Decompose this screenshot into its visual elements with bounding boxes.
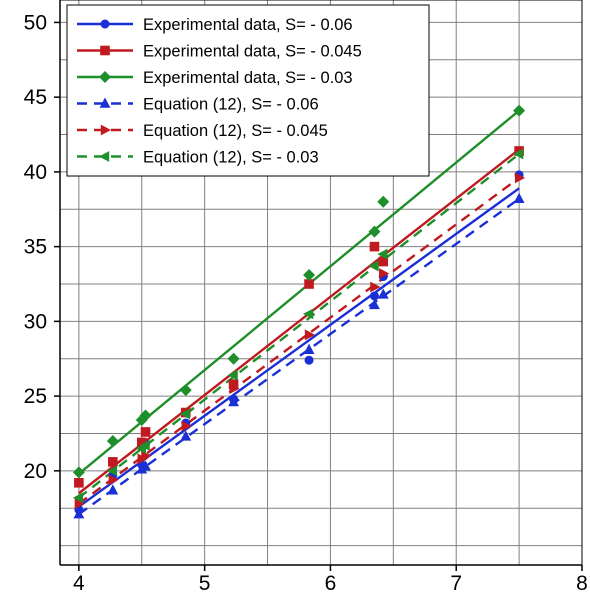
data-point-diamond [139,409,152,422]
data-point-triangle-up [107,484,119,495]
fit-line [78,109,520,475]
y-tick-label: 40 [24,161,47,184]
data-point-triangle-up [73,508,85,519]
fit-line [78,187,520,508]
data-point-triangle-left [368,260,379,272]
data-point-diamond [72,466,85,479]
y-tick-label: 20 [24,460,47,483]
data-point-square [369,241,380,252]
data-point-diamond [368,225,381,238]
data-point-diamond [513,104,526,117]
data-point-triangle-right [181,420,192,432]
data-point-triangle-up [180,430,192,441]
x-tick-label: 5 [199,572,211,595]
fit-lines [78,109,520,516]
fit-line [78,153,520,499]
data-point-triangle-left [139,440,150,451]
data-point-square [136,437,147,448]
y-tick-label: 45 [24,86,47,109]
data-point-square [100,45,110,56]
data-point-triangle-up [99,97,111,108]
legend: Experimental data, S= - 0.06 Experimental… [66,4,430,177]
data-point-square [378,256,389,267]
legend-label: Experimental data, S= - 0.06 [143,16,353,34]
data-point-diamond [99,71,111,83]
y-tick-label: 25 [24,385,47,408]
data-point-triangle-right [74,498,85,510]
data-point-triangle-up [228,396,239,407]
legend-label: Experimental data, S= - 0.045 [143,43,362,61]
data-points [72,104,526,519]
data-point-diamond [303,269,316,282]
x-tick-label: 8 [576,572,588,595]
data-point-triangle-up [513,192,525,203]
data-point-square [228,379,239,389]
y-tick-label: 30 [24,310,47,333]
axes [54,0,583,571]
fit-line [78,176,520,505]
data-point-triangle-left [377,248,388,260]
data-point-circle [100,19,110,29]
data-point-triangle-right [229,383,240,395]
legend-label: Equation (12), S= - 0.06 [143,96,319,114]
data-point-triangle-right [514,172,526,184]
legend-label: Experimental data, S= - 0.03 [143,69,353,87]
data-point-triangle-left [99,151,110,162]
y-tick-label: 35 [24,236,47,259]
data-point-triangle-left [513,148,524,160]
data-point-triangle-up [369,298,380,310]
legend-label: Equation (12), S= - 0.045 [143,122,328,140]
data-point-triangle-left [303,308,314,320]
data-point-circle [369,291,379,301]
data-point-diamond [377,195,390,208]
x-tick-label: 7 [450,572,462,595]
data-point-square [74,477,84,488]
data-point-triangle-left [179,408,190,420]
data-point-triangle-up [303,343,315,354]
data-point-triangle-right [379,268,390,279]
data-point-triangle-left [72,492,84,504]
data-point-triangle-right [370,281,381,293]
data-point-square [108,457,118,467]
data-point-triangle-left [227,369,238,381]
x-tick-label: 6 [325,572,337,595]
data-point-triangle-left [106,465,118,477]
data-point-triangle-up [377,288,389,299]
data-point-diamond [227,352,240,365]
x-tick-label: 4 [73,572,85,595]
fit-line [78,148,520,495]
data-point-circle [304,355,314,365]
fit-line [78,197,520,516]
y-tick-label: 50 [24,11,47,34]
data-point-diamond [106,434,119,447]
data-point-square [304,279,314,289]
data-point-triangle-right [100,124,111,136]
data-point-square [140,427,151,437]
legend-label: Equation (12), S= - 0.03 [143,149,319,167]
data-point-triangle-right [108,474,119,486]
legend-box [66,4,430,177]
data-point-diamond [179,384,192,397]
data-point-triangle-right [304,329,316,341]
data-point-triangle-up [140,460,151,471]
data-point-triangle-right [141,450,152,462]
